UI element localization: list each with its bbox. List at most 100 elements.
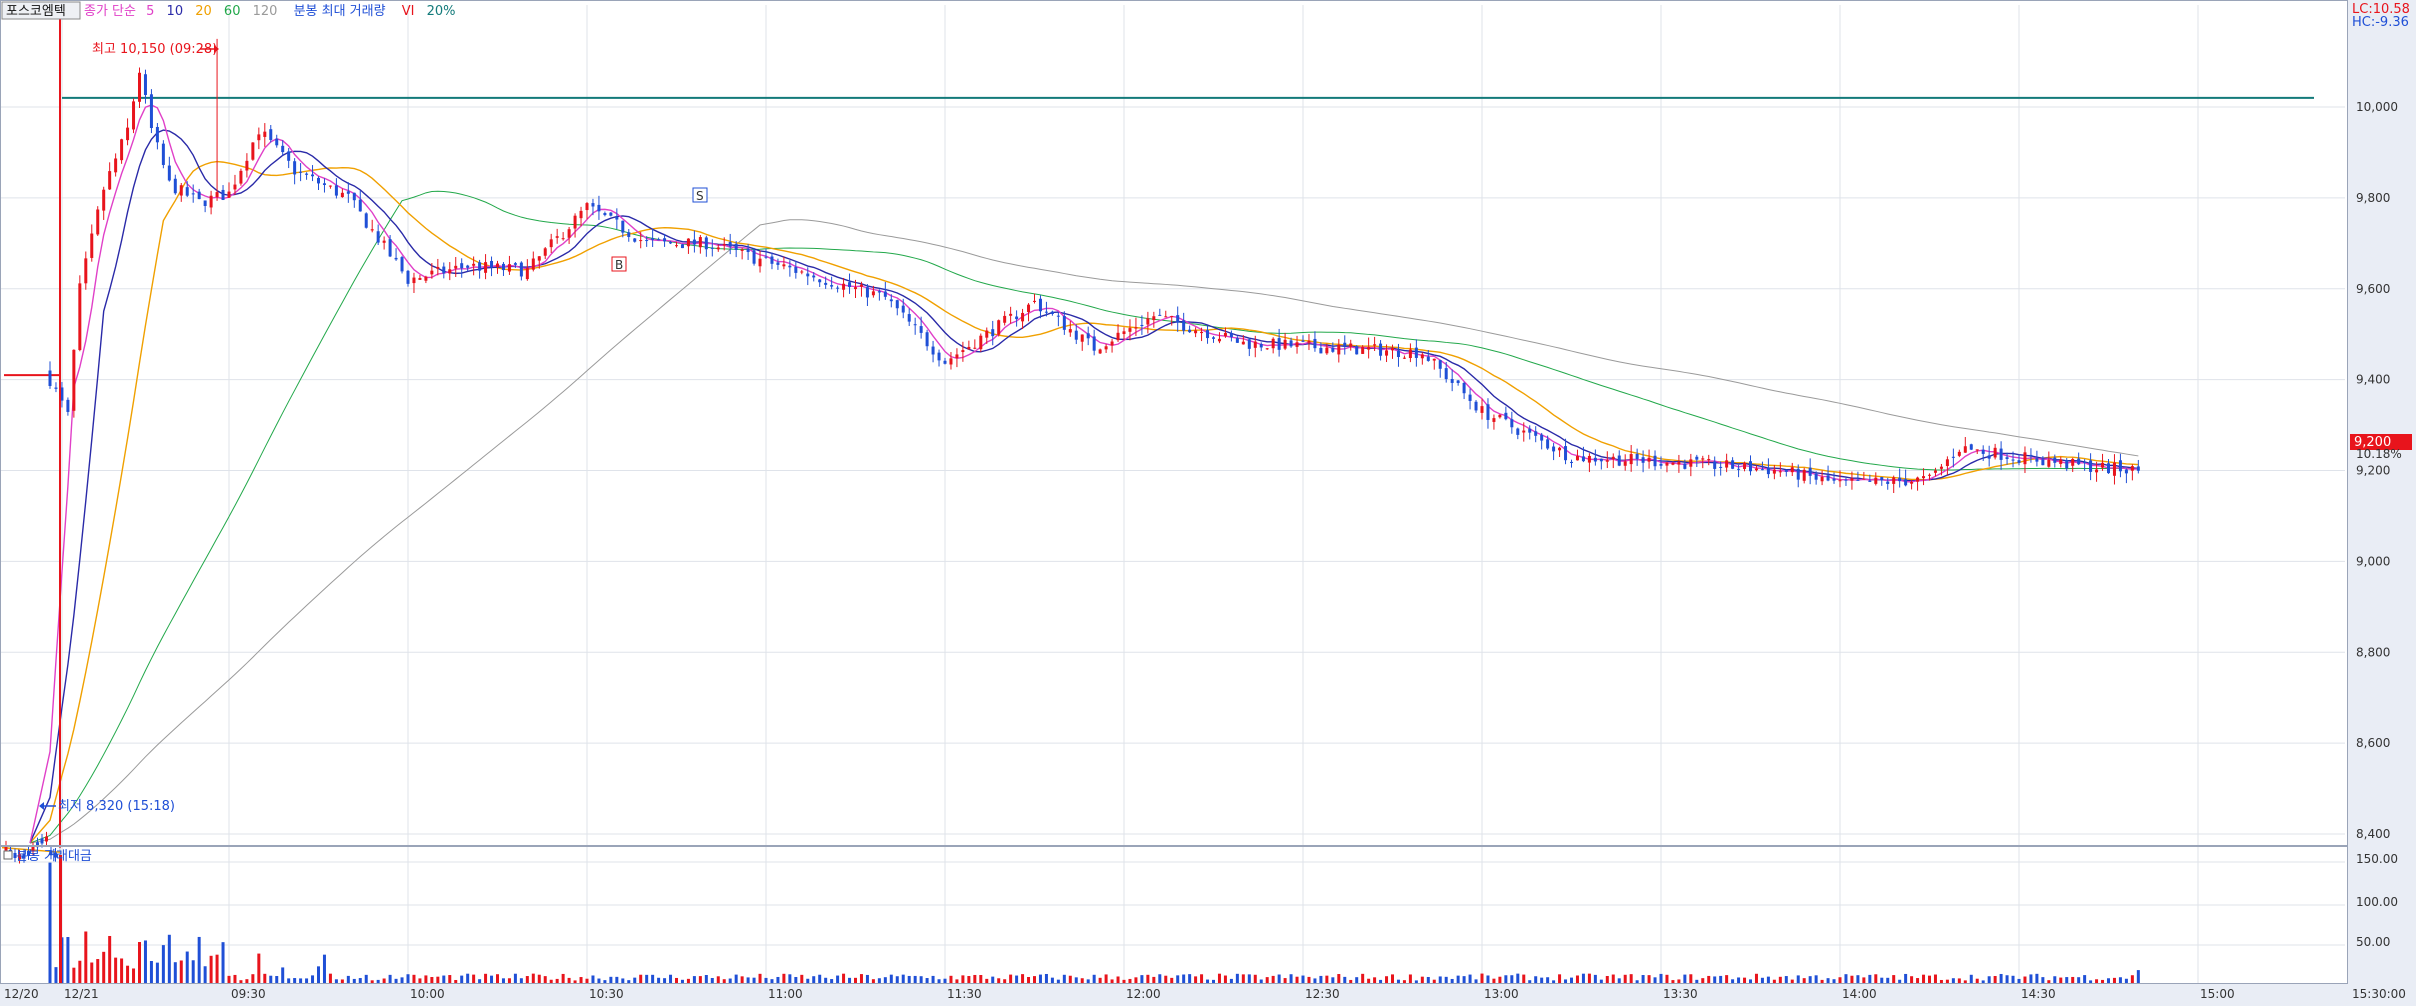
volume-bar (1599, 979, 1603, 983)
volume-bar (919, 976, 923, 983)
volume-bar (1307, 976, 1311, 983)
volume-bar (1277, 974, 1281, 983)
volume-bar (1241, 974, 1245, 983)
candle-body (1928, 474, 1931, 476)
candle-body (1969, 444, 1973, 450)
ma20-label: 20 (195, 4, 212, 19)
ma120-label: 120 (253, 4, 278, 19)
volume-bar (1528, 980, 1532, 983)
volume-bar (328, 973, 332, 983)
volume-bar (400, 977, 404, 983)
candle-body (1629, 454, 1633, 465)
current-price-tag (2350, 434, 2412, 450)
volume-bar (478, 979, 482, 983)
volume-bar (173, 962, 177, 983)
candle-body (49, 850, 53, 856)
volume-bar (1659, 973, 1663, 983)
sell-marker[interactable] (692, 187, 708, 203)
ma60-label: 60 (224, 4, 241, 19)
volume-bar (1062, 974, 1066, 983)
volume-bar (281, 967, 285, 983)
volume-bar (943, 978, 947, 983)
volume-bar (191, 960, 195, 983)
volume-bar (675, 977, 678, 983)
volume-bar (1689, 974, 1693, 983)
candle-body (1504, 412, 1508, 420)
candle-body (1349, 343, 1353, 347)
volume-bar (561, 973, 565, 983)
candle-body (525, 268, 529, 280)
candle-body (734, 243, 738, 250)
candle-body (1880, 477, 1884, 481)
candle-body (1814, 473, 1818, 480)
volume-panel-icon[interactable] (3, 850, 13, 860)
volume-bar (812, 976, 816, 983)
candle-body (1367, 347, 1371, 350)
candle-body (1605, 460, 1609, 462)
candle-body (36, 842, 39, 848)
volume-bar (1671, 980, 1675, 983)
candle-body (1468, 394, 1472, 401)
volume-bar (1319, 975, 1323, 983)
candle-body (591, 203, 595, 207)
candle-body (460, 263, 464, 269)
volume-bar (734, 974, 738, 983)
candle-body (418, 278, 422, 280)
symbol-box[interactable] (1, 1, 81, 20)
candle-body (1498, 414, 1502, 418)
candle-body (1522, 430, 1526, 433)
volume-bar (1808, 976, 1812, 983)
vi-label: VI (402, 4, 415, 19)
candle-body (400, 257, 404, 272)
candlestick-series[interactable] (4, 11, 2140, 864)
volume-bar (1056, 979, 1060, 983)
volume-bar (1850, 975, 1854, 983)
volume-bar (1492, 978, 1496, 983)
volume-bar (1558, 974, 1562, 983)
volume-bar (680, 979, 684, 983)
candle-body (1033, 300, 1036, 302)
volume-bar (1975, 978, 1979, 983)
volume-bar (275, 976, 279, 983)
volume-bar (418, 978, 422, 983)
volume-bar (1420, 976, 1424, 983)
candle-body (1707, 458, 1711, 461)
volume-bar (1480, 973, 1484, 983)
candle-body (1975, 449, 1979, 451)
volume-bar (1456, 975, 1460, 983)
candle-body (1301, 340, 1305, 342)
volume-bar (1605, 975, 1609, 983)
volume-bar (1731, 979, 1735, 983)
candle-body (812, 275, 816, 278)
candle-body (412, 277, 416, 284)
volume-bar (513, 973, 517, 983)
candle-body (281, 145, 285, 153)
volume-bar (1474, 979, 1478, 983)
candle-body (2136, 466, 2140, 471)
volume-bar (752, 977, 756, 983)
candle-body (1552, 446, 1556, 452)
candle-body (1528, 428, 1532, 433)
hc-badge: HC:-9.36 (2352, 15, 2409, 30)
candle-body (770, 256, 774, 264)
candle-body (1743, 462, 1747, 469)
volume-bar (716, 976, 720, 983)
candle-body (1361, 347, 1365, 354)
candle-body (1122, 331, 1126, 335)
volume-panel-title: 분봉 거래대금 (16, 849, 92, 864)
volume-bar (1247, 974, 1251, 983)
candle-body (752, 250, 756, 264)
candle-body (424, 276, 428, 281)
candle-body (854, 287, 857, 290)
volume-bar (1647, 975, 1651, 983)
volume-bar (233, 974, 237, 983)
ma10-label: 10 (167, 4, 184, 19)
candle-body (1331, 347, 1335, 352)
volume-bar (269, 975, 273, 983)
volume-bar (460, 975, 464, 983)
candle-body (1402, 357, 1406, 359)
candle-body (675, 245, 678, 247)
volume-tick-100: 100.00 (2356, 895, 2398, 909)
buy-marker[interactable] (611, 256, 627, 272)
